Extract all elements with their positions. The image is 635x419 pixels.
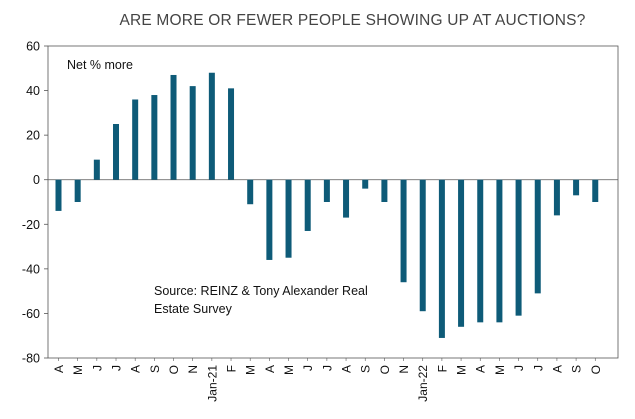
bar [132,99,139,180]
x-tick-label: N [186,365,200,374]
y-tick-label: -40 [22,262,40,276]
x-tick-label: A [129,365,143,373]
x-tick-label: J [320,365,334,371]
x-tick-label: M [455,365,469,375]
source-note-line-1: Source: REINZ & Tony Alexander Real [154,284,368,298]
bar [573,179,580,196]
x-tick-label: S [148,365,162,373]
source-note-line-2: Estate Survey [154,302,233,316]
x-tick-label: S [359,365,373,373]
bar [247,179,254,205]
x-tick-label: S [570,365,584,373]
y-tick-label: -20 [22,218,40,232]
bar [458,179,465,327]
x-tick-label: M [244,365,258,375]
x-tick-label: J [512,365,526,371]
bar [381,179,388,202]
x-tick-label: J [301,365,315,371]
y-tick-label: 0 [33,173,40,187]
bar [419,179,426,312]
x-tick-label: A [52,365,66,373]
bar [208,72,215,180]
bar [170,74,177,180]
x-tick-label: Jan-21 [205,365,219,402]
bar [534,179,541,294]
chart-title: ARE MORE OR FEWER PEOPLE SHOWING UP AT A… [119,12,586,29]
bar [228,88,235,180]
x-tick-label: Jan-22 [416,365,430,402]
x-tick-label: M [71,365,85,375]
plot-area-border [47,45,619,359]
y-tick-label: -80 [22,352,40,366]
bar [113,124,120,180]
y-tick-label: 60 [26,40,40,54]
x-tick-label: A [474,365,488,373]
bar [55,179,62,211]
bar [438,179,445,338]
bar [74,179,81,202]
bar [266,179,273,260]
x-tick-label: N [397,365,411,374]
y-tick-label: -60 [22,307,40,321]
y-tick-label: 20 [26,129,40,143]
x-tick-label: A [340,365,354,373]
bar [285,179,292,258]
x-tick-label: J [110,365,124,371]
bar [323,179,330,202]
x-tick-label: F [225,365,239,372]
x-tick-label: O [589,365,603,374]
x-tick-label: O [167,365,181,374]
bar [477,179,484,323]
bar [93,159,100,180]
x-tick-label: J [531,365,545,371]
bar [151,95,158,180]
bar [362,179,369,189]
bar [592,179,599,202]
bar [515,179,522,316]
bar [189,86,196,180]
y-tick-label: 40 [26,84,40,98]
x-tick-label: O [378,365,392,374]
x-tick-label: M [493,365,507,375]
x-tick-label: M [282,365,296,375]
bar [553,179,560,216]
chart-annotation: Net % more [67,58,133,72]
bar [400,179,407,283]
bar [343,179,350,218]
x-tick-label: F [435,365,449,372]
x-tick-label: A [263,365,277,373]
bar [496,179,503,323]
bar [304,179,311,231]
x-tick-label: A [550,365,564,373]
x-tick-label: J [90,365,104,371]
